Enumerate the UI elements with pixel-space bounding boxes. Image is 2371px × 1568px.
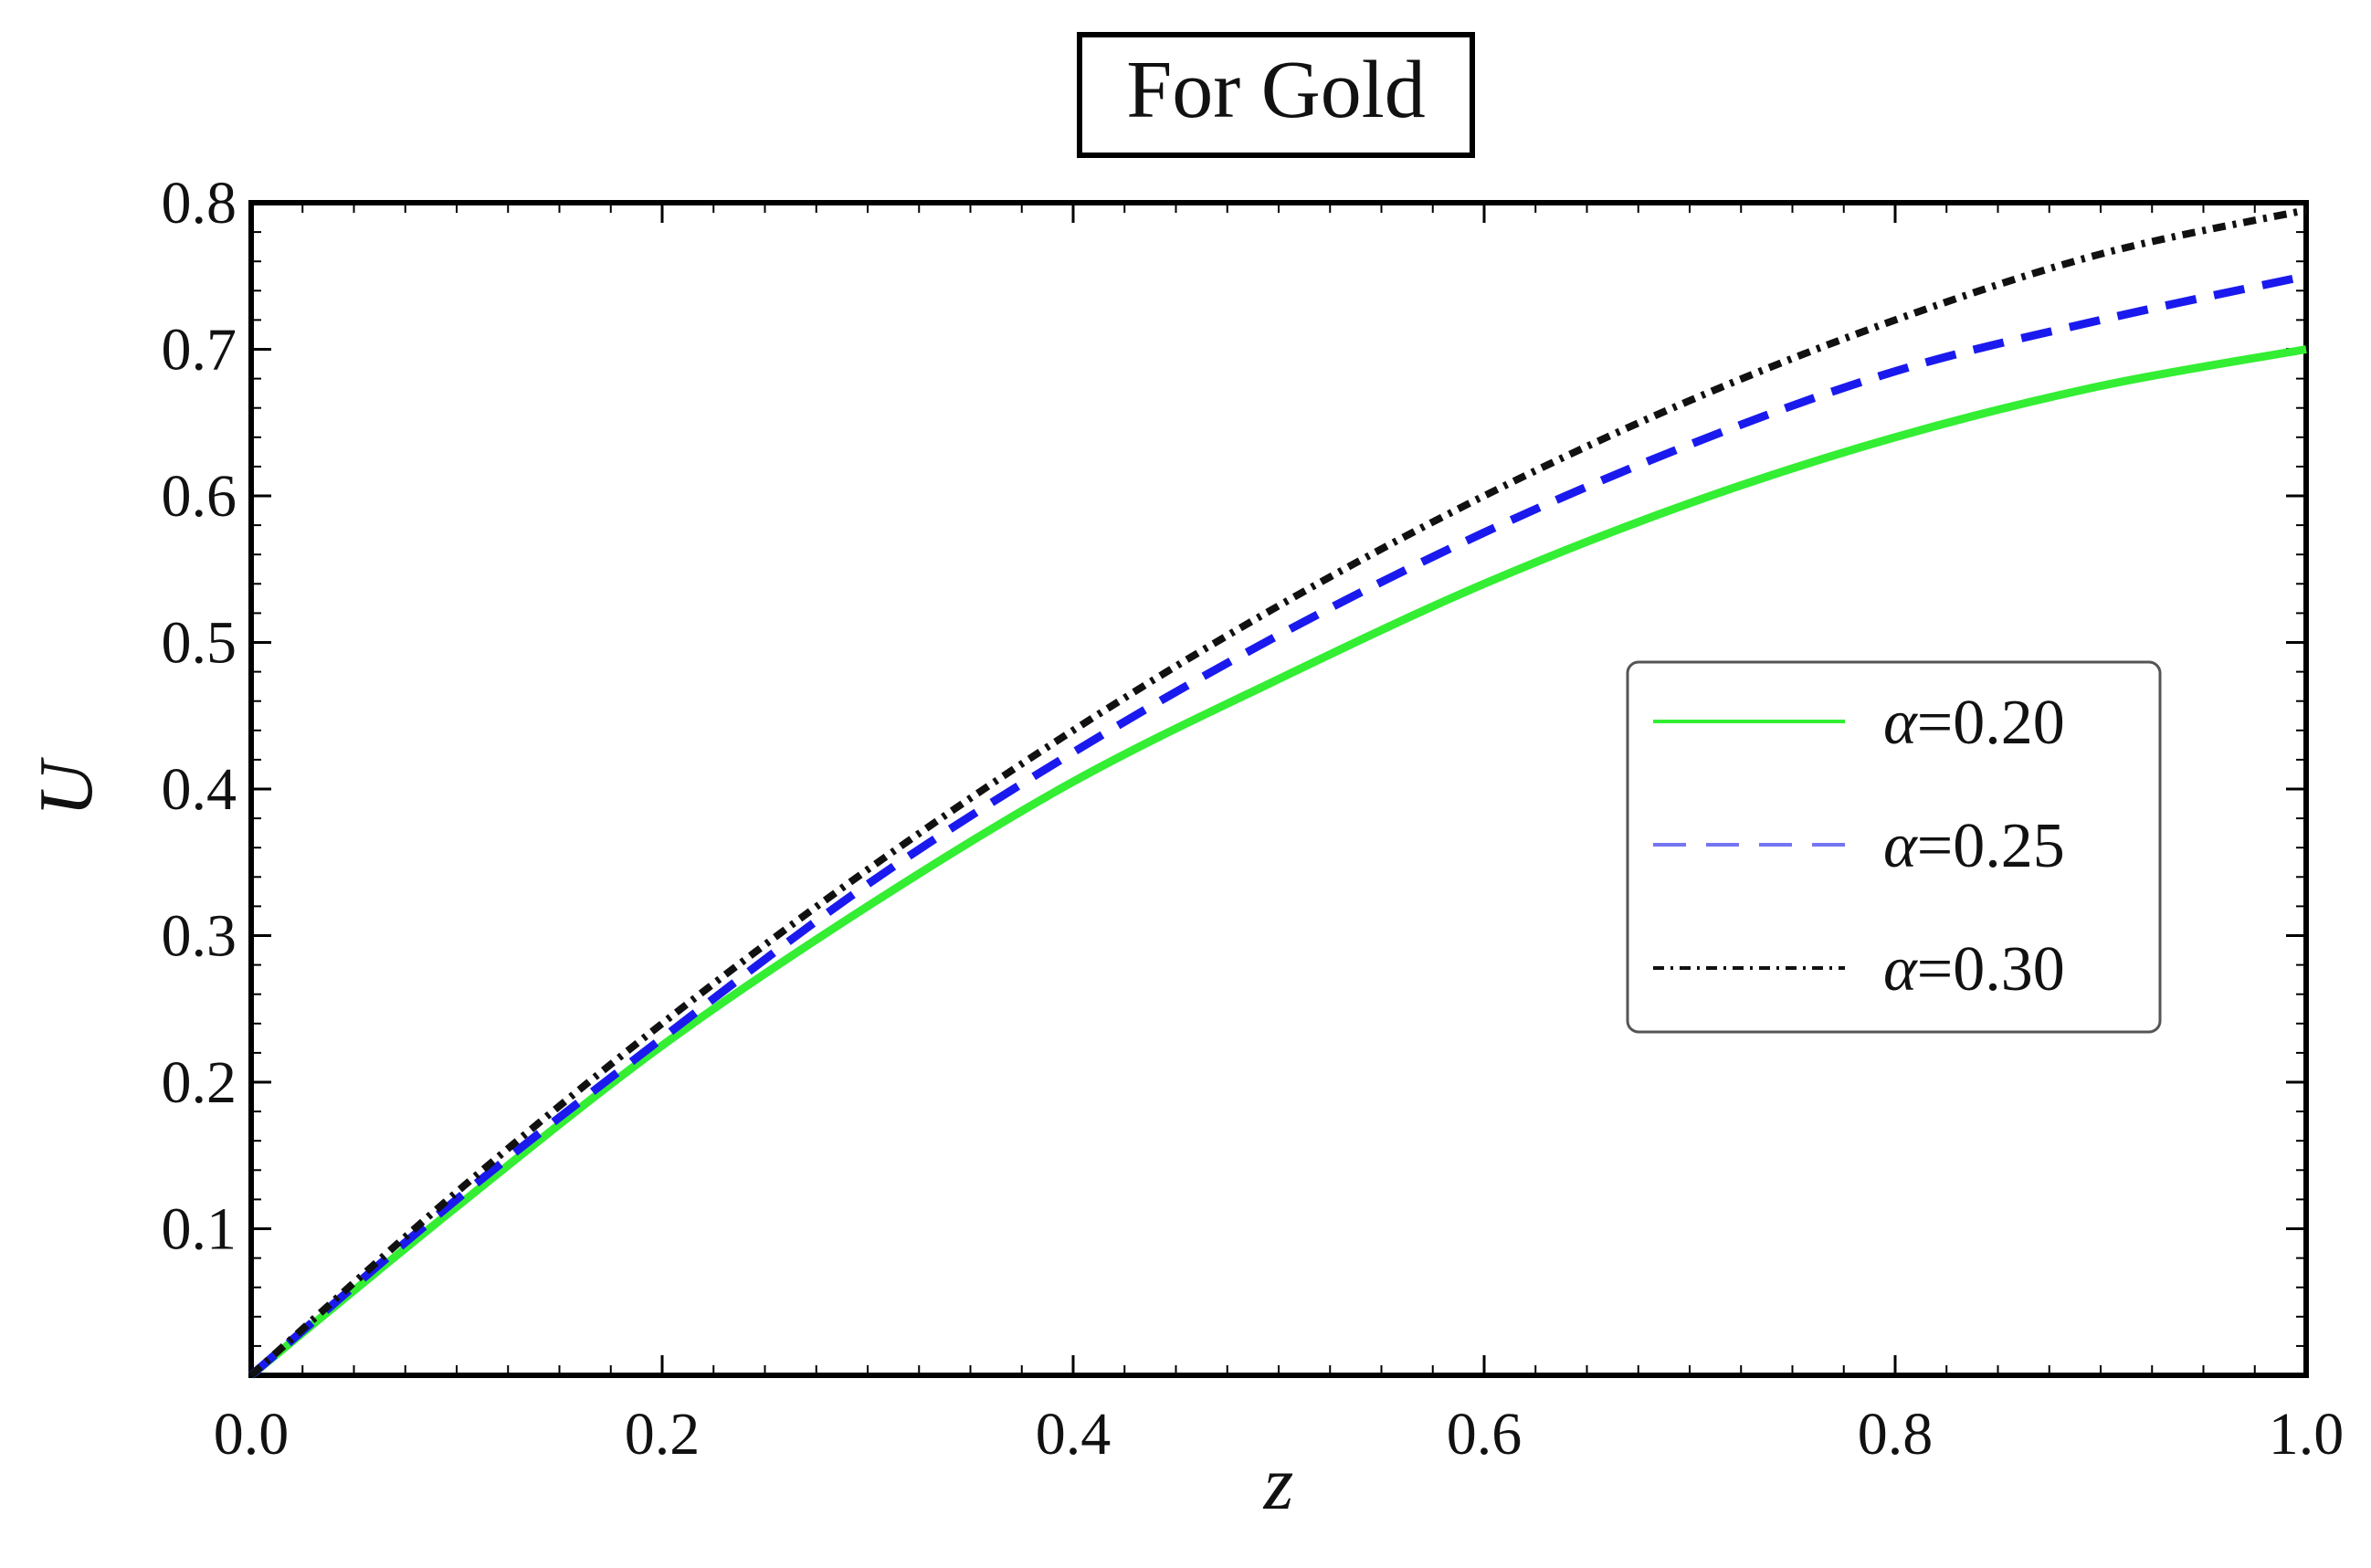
y-axis-label: U: [24, 756, 109, 816]
y-tick-label: 0.6: [162, 463, 237, 530]
y-tick-label: 0.4: [162, 756, 237, 823]
x-tick-label: 0.0: [214, 1401, 290, 1468]
title-frame: [1077, 32, 1475, 158]
y-tick-label: 0.7: [162, 317, 237, 384]
legend: α=0.20 α=0.25 α=0.30: [1626, 660, 2162, 1034]
legend-box: [1626, 660, 2162, 1034]
x-tick-label: 0.4: [1036, 1401, 1112, 1468]
x-tick-label: 0.2: [625, 1401, 701, 1468]
y-tick-label: 0.8: [162, 170, 237, 237]
legend-label-2: α=0.25: [1883, 811, 2065, 881]
y-axis: 0.1 0.2 0.3 0.4 0.5 0.6 0.7 0.8: [162, 170, 2306, 1347]
series-line-2: [248, 271, 2307, 1379]
y-tick-label: 0.2: [162, 1049, 237, 1116]
x-tick-label: 1.0: [2269, 1401, 2345, 1468]
series-line-1: [248, 345, 2307, 1379]
y-tick-label: 0.3: [162, 903, 237, 970]
legend-label-3: α=0.30: [1883, 934, 2065, 1005]
y-tick-label: 0.1: [162, 1196, 237, 1263]
x-axis: 0.0 0.2 0.4 0.6 0.8 1.0: [214, 203, 2345, 1468]
y-tick-label: 0.5: [162, 610, 237, 677]
x-tick-label: 0.8: [1858, 1401, 1934, 1468]
chart-title-box: For Gold: [1077, 32, 1475, 158]
series-line-3: [248, 206, 2307, 1378]
x-tick-label: 0.6: [1447, 1401, 1523, 1468]
x-axis-label: z: [1263, 1441, 1294, 1526]
legend-label-1: α=0.20: [1883, 688, 2065, 758]
series-layer: [248, 206, 2307, 1379]
chart-title: For Gold: [1126, 45, 1426, 135]
